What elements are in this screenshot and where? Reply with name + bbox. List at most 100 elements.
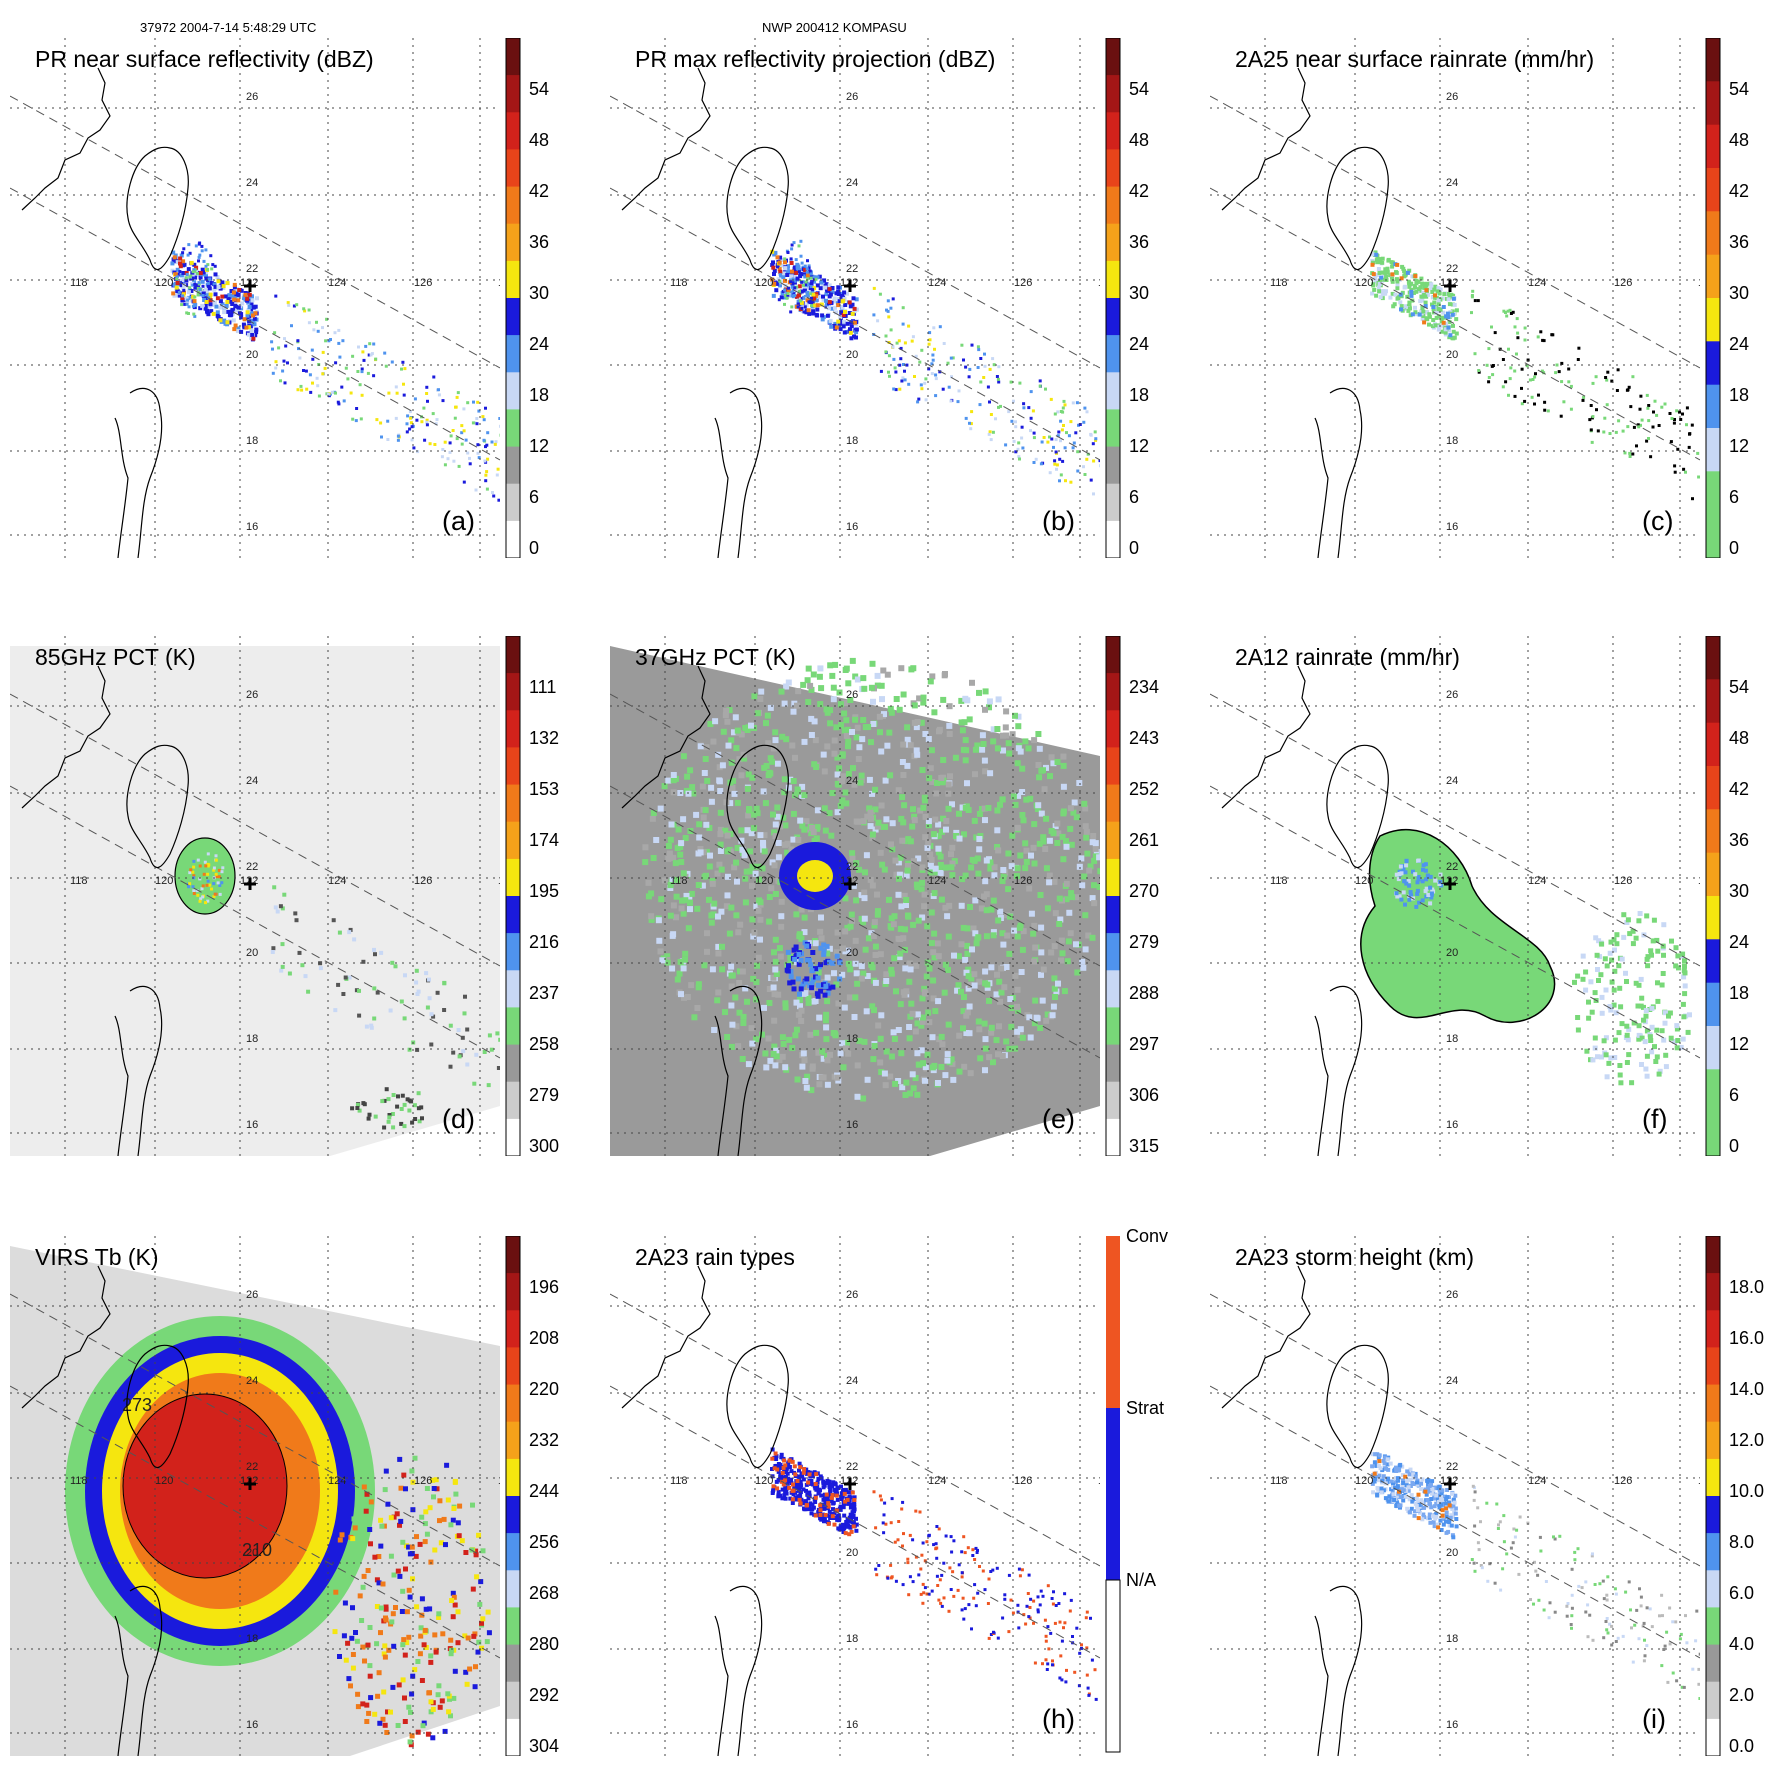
data-pixel xyxy=(854,1516,858,1521)
data-pixel xyxy=(900,691,907,698)
data-pixel xyxy=(842,1513,847,1518)
data-pixel xyxy=(995,847,1002,854)
data-pixel xyxy=(1429,891,1434,896)
data-pixel xyxy=(170,261,175,266)
data-pixel xyxy=(391,1643,397,1649)
data-pixel xyxy=(749,916,756,923)
data-pixel xyxy=(247,305,252,309)
data-pixel xyxy=(388,1709,393,1715)
data-pixel xyxy=(1644,913,1650,919)
data-pixel xyxy=(801,738,808,745)
data-pixel xyxy=(476,451,480,455)
map-h: 118120122124126128262422201816 xyxy=(610,1236,1100,1756)
data-pixel xyxy=(784,294,787,297)
data-pixel xyxy=(940,696,947,703)
data-pixel xyxy=(360,367,364,371)
data-pixel xyxy=(1394,270,1399,275)
data-pixel xyxy=(960,343,964,347)
data-pixel xyxy=(205,289,210,294)
data-pixel xyxy=(807,1490,812,1495)
data-pixel xyxy=(1381,1474,1386,1479)
data-pixel xyxy=(1082,805,1089,812)
data-pixel xyxy=(779,295,784,300)
data-pixel xyxy=(1057,1602,1061,1605)
data-pixel xyxy=(206,872,210,876)
data-pixel xyxy=(1432,1504,1437,1509)
data-pixel xyxy=(188,871,192,875)
data-pixel xyxy=(837,1506,842,1511)
colorbar-tick: 36 xyxy=(1729,232,1750,252)
data-pixel xyxy=(448,1651,454,1657)
colorbar-segment xyxy=(506,1570,520,1608)
data-pixel xyxy=(653,837,660,843)
data-pixel xyxy=(1639,995,1645,1001)
data-pixel xyxy=(1076,469,1080,473)
data-pixel xyxy=(826,1501,831,1506)
data-pixel xyxy=(962,872,969,879)
colorbar-tick: 48 xyxy=(1729,130,1750,150)
data-pixel xyxy=(670,902,677,909)
data-pixel xyxy=(208,292,213,297)
data-pixel xyxy=(1682,991,1688,997)
data-pixel xyxy=(794,258,798,262)
colorbar-segment xyxy=(506,260,520,299)
data-pixel xyxy=(807,264,811,268)
data-pixel xyxy=(355,1106,360,1110)
data-pixel xyxy=(1450,1507,1455,1511)
data-pixel xyxy=(198,288,202,292)
data-pixel xyxy=(1073,894,1079,901)
data-pixel xyxy=(354,419,358,423)
data-pixel xyxy=(1022,865,1029,872)
data-pixel xyxy=(1004,932,1011,939)
data-pixel xyxy=(201,884,205,888)
data-pixel xyxy=(789,1477,793,1482)
data-pixel xyxy=(834,953,840,959)
data-pixel xyxy=(245,296,250,301)
data-pixel xyxy=(946,361,950,365)
colorbar-tick: 24 xyxy=(1729,932,1750,952)
colorbar-segment xyxy=(506,409,520,447)
data-pixel xyxy=(429,1042,434,1047)
data-pixel xyxy=(1408,1484,1413,1488)
data-pixel xyxy=(333,331,337,335)
data-pixel xyxy=(945,805,952,812)
data-pixel xyxy=(171,250,176,255)
data-pixel xyxy=(715,751,722,758)
data-pixel xyxy=(409,416,413,420)
data-pixel xyxy=(767,704,774,711)
data-pixel xyxy=(772,729,779,736)
colorbar-tick: 6 xyxy=(1129,487,1140,507)
data-pixel xyxy=(1410,1499,1415,1504)
data-pixel xyxy=(824,950,831,957)
data-pixel xyxy=(724,892,731,899)
data-pixel xyxy=(935,849,942,856)
data-pixel xyxy=(795,788,801,795)
data-pixel xyxy=(271,946,276,951)
data-pixel xyxy=(932,1543,936,1547)
data-pixel xyxy=(1446,297,1451,302)
data-pixel xyxy=(1050,1597,1054,1600)
data-pixel xyxy=(1431,305,1436,309)
data-pixel xyxy=(209,309,214,314)
data-pixel xyxy=(895,891,902,898)
data-pixel xyxy=(890,1029,897,1036)
data-pixel xyxy=(942,1561,946,1565)
colorbar-tick: 304 xyxy=(529,1736,560,1756)
data-pixel xyxy=(776,1489,781,1494)
data-pixel xyxy=(834,780,841,787)
data-pixel xyxy=(991,357,995,361)
data-pixel xyxy=(854,307,859,312)
data-pixel xyxy=(400,1539,406,1545)
data-pixel xyxy=(1445,311,1450,316)
data-pixel xyxy=(831,737,838,744)
data-pixel xyxy=(1024,1622,1028,1626)
data-pixel xyxy=(1443,330,1448,335)
data-pixel xyxy=(1059,1654,1063,1658)
data-pixel xyxy=(991,430,995,434)
data-pixel xyxy=(383,1615,388,1621)
data-pixel xyxy=(1083,406,1087,410)
data-pixel xyxy=(916,400,920,404)
data-pixel xyxy=(934,780,940,786)
data-pixel xyxy=(1389,1487,1394,1492)
data-pixel xyxy=(778,273,782,277)
